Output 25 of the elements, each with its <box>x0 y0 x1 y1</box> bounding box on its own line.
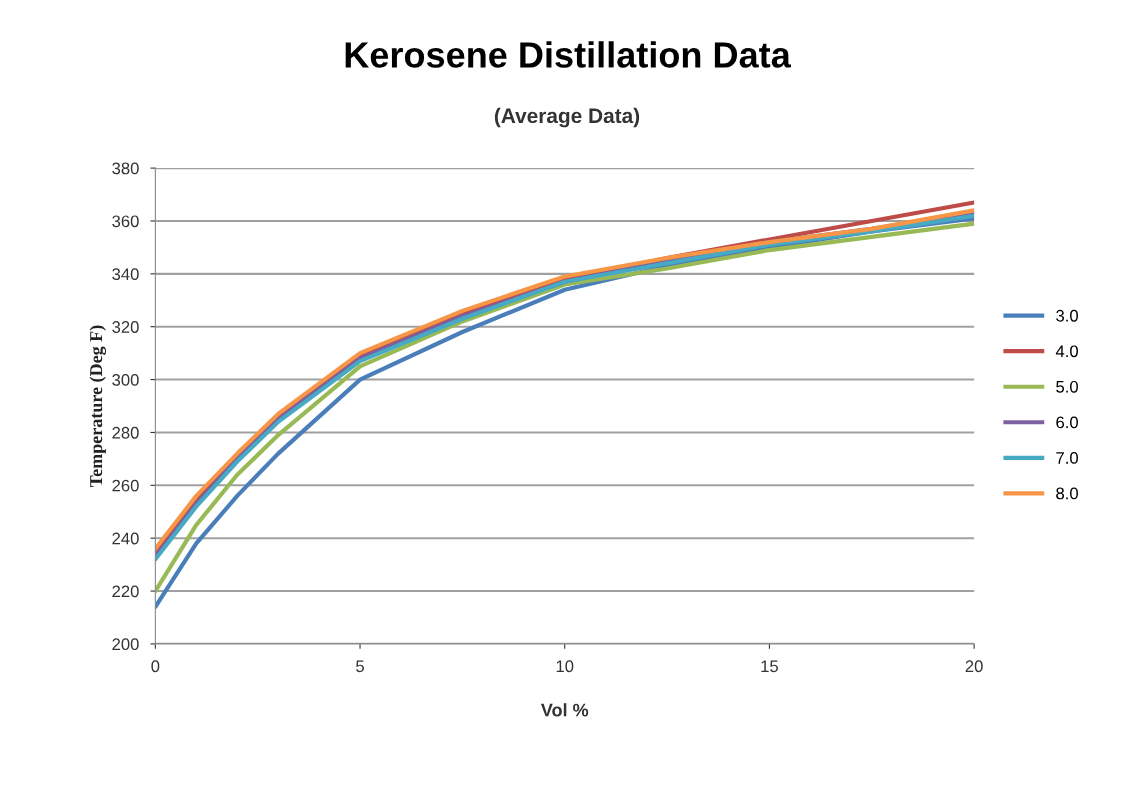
y-axis-title: Temperature (Deg F) <box>89 325 107 487</box>
y-tick-label: 340 <box>112 268 139 281</box>
y-tick-label: 380 <box>112 162 139 175</box>
x-tick-label: 0 <box>151 660 160 673</box>
x-tick-label: 5 <box>356 660 364 673</box>
y-tick-label: 260 <box>112 479 139 492</box>
legend-label: 7.0 <box>1056 451 1078 464</box>
legend-label: 3.0 <box>1056 309 1078 322</box>
x-tick-label: 20 <box>965 660 983 673</box>
y-tick-label: 360 <box>112 215 139 228</box>
legend-label: 6.0 <box>1056 416 1078 429</box>
y-tick-label: 300 <box>112 373 139 386</box>
x-axis-title: Vol % <box>540 703 589 717</box>
chart-title: Kerosene Distillation Data <box>345 41 791 68</box>
y-tick-label: 200 <box>112 638 139 651</box>
y-tick-label: 220 <box>112 585 139 598</box>
x-tick-label: 10 <box>556 660 574 673</box>
y-tick-label: 320 <box>112 321 139 333</box>
y-tick-label: 240 <box>112 532 139 545</box>
legend-label: 4.0 <box>1055 345 1078 358</box>
legend-label: 8.0 <box>1056 487 1078 500</box>
legend-label: 5.0 <box>1056 380 1078 393</box>
chart-subtitle: (Average Data) <box>494 107 640 128</box>
y-tick-label: 280 <box>112 426 139 439</box>
x-tick-label: 15 <box>761 660 778 673</box>
